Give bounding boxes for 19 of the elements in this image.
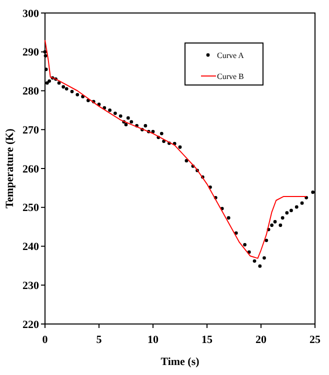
x-axis-title: Time (s) [160, 356, 200, 368]
y-tick-label: 240 [22, 241, 40, 254]
y-tick-label: 250 [22, 202, 40, 214]
x-tick-label: 0 [42, 334, 48, 346]
x-tick-label: 15 [202, 334, 213, 346]
y-tick-label: 220 [22, 318, 40, 331]
y-tick-label: 230 [22, 280, 40, 292]
x-tick-label: 25 [310, 334, 321, 346]
y-tick-label: 300 [22, 8, 40, 20]
x-tick-label: 10 [148, 334, 159, 346]
y-axis-title: Temperature (K) [4, 128, 16, 208]
legend-label: Curve B [217, 72, 244, 81]
y-tick-label: 290 [22, 46, 40, 59]
y-tick-label: 260 [22, 163, 40, 176]
y-tick-label: 270 [22, 124, 40, 136]
x-tick-label: 20 [256, 334, 267, 346]
y-tick-label: 280 [22, 86, 40, 98]
legend-label: Curve A [217, 50, 244, 60]
x-tick-label: 5 [96, 334, 102, 346]
